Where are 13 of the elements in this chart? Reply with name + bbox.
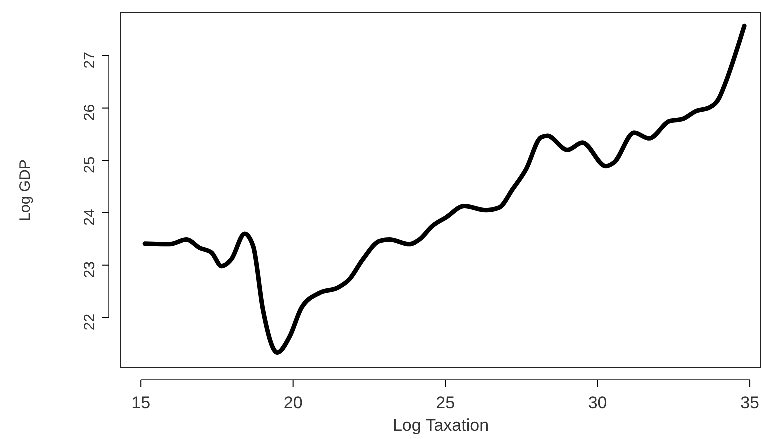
x-tick-label: 20 [284,394,303,413]
x-axis-title: Log Taxation [392,416,490,435]
y-tick-label: 27 [82,52,98,69]
x-tick-label: 35 [740,394,760,413]
y-axis-title: Log GDP [17,160,34,222]
x-tick-label: 30 [588,394,608,413]
y-tick-label: 25 [82,156,98,174]
x-tick-label: 15 [132,394,151,413]
y-tick-label: 26 [82,104,98,122]
y-tick-label: 23 [82,262,98,278]
y-tick-label: 24 [82,209,98,226]
x-tick-label: 25 [436,394,456,413]
y-tick-label: 22 [82,314,98,331]
